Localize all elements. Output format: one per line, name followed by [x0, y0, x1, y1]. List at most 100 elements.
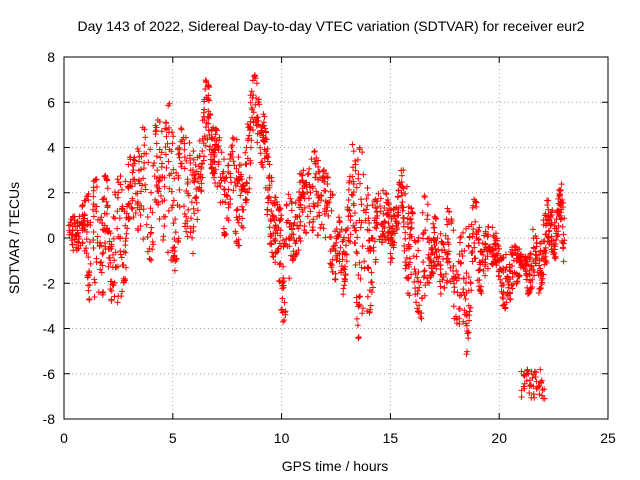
data-point: [296, 204, 303, 211]
data-point: [356, 294, 363, 301]
data-point: [468, 250, 475, 257]
data-point: [153, 153, 160, 160]
data-point: [374, 221, 381, 228]
data-point: [279, 306, 286, 313]
data-point: [353, 184, 360, 191]
data-point: [479, 258, 486, 265]
data-point: [356, 217, 363, 224]
data-point: [520, 372, 527, 379]
data-point: [336, 218, 343, 225]
data-point: [370, 247, 377, 254]
data-point: [95, 289, 102, 296]
data-point: [533, 369, 540, 376]
data-point: [147, 205, 154, 212]
data-point: [548, 219, 555, 226]
data-point: [93, 255, 100, 262]
data-point: [100, 227, 107, 234]
data-point: [442, 232, 449, 239]
data-point: [501, 301, 508, 308]
data-point: [364, 264, 371, 271]
data-point: [529, 226, 536, 233]
data-point: [201, 98, 208, 105]
data-point: [172, 229, 179, 236]
data-point: [230, 136, 237, 143]
data-point: [554, 233, 561, 240]
data-point: [354, 156, 361, 163]
data-point: [500, 281, 507, 288]
data-point: [296, 212, 303, 219]
y-tick-label: -8: [43, 411, 56, 427]
data-point: [327, 188, 334, 195]
data-point: [557, 198, 564, 205]
data-point: [98, 214, 105, 221]
data-point: [404, 290, 411, 297]
data-point: [279, 295, 286, 302]
data-point: [288, 207, 295, 214]
data-point: [160, 233, 167, 240]
data-point: [350, 188, 357, 195]
data-point: [500, 295, 507, 302]
data-point: [114, 225, 121, 232]
data-point: [407, 259, 414, 266]
data-point: [433, 254, 440, 261]
data-point: [130, 214, 137, 221]
x-tick-label: 5: [169, 430, 177, 446]
data-point: [232, 230, 239, 237]
data-point: [550, 246, 557, 253]
data-point: [190, 172, 197, 179]
data-point: [528, 394, 535, 401]
data-point: [208, 126, 215, 133]
data-point: [173, 169, 180, 176]
data-point: [255, 96, 262, 103]
data-point: [155, 178, 162, 185]
data-point: [379, 187, 386, 194]
data-point: [119, 262, 126, 269]
data-point: [298, 171, 305, 178]
data-point: [548, 233, 555, 240]
data-point: [74, 218, 81, 225]
data-point: [400, 185, 407, 192]
data-point: [182, 220, 189, 227]
data-point: [205, 127, 212, 134]
data-point: [301, 227, 308, 234]
data-point: [379, 228, 386, 235]
data-point: [286, 275, 293, 282]
data-point: [546, 216, 553, 223]
data-point: [445, 248, 452, 255]
data-point: [149, 246, 156, 253]
data-point: [420, 231, 427, 238]
data-point: [320, 225, 327, 232]
data-point: [175, 151, 182, 158]
data-point: [325, 212, 332, 219]
data-point: [248, 105, 255, 112]
data-point: [274, 247, 281, 254]
data-point: [136, 153, 143, 160]
data-point: [383, 191, 390, 198]
data-point: [435, 246, 442, 253]
data-point: [311, 148, 318, 155]
data-point: [144, 213, 151, 220]
data-point: [114, 194, 121, 201]
data-point: [365, 237, 372, 244]
data-point: [354, 250, 361, 257]
data-point: [394, 225, 401, 232]
data-point: [358, 201, 365, 208]
data-point: [131, 160, 138, 167]
data-point: [178, 126, 185, 133]
data-point: [85, 282, 92, 289]
data-point: [324, 204, 331, 211]
data-point: [104, 202, 111, 209]
data-point: [391, 230, 398, 237]
data-point: [109, 281, 116, 288]
data-point: [349, 173, 356, 180]
data-point: [247, 92, 254, 99]
data-point: [502, 275, 509, 282]
data-point: [552, 255, 559, 262]
data-point: [321, 187, 328, 194]
data-point: [419, 209, 426, 216]
data-point: [257, 144, 264, 151]
data-point: [533, 378, 540, 385]
y-tick-label: 0: [47, 230, 55, 246]
data-point: [222, 175, 229, 182]
data-point: [272, 259, 279, 266]
